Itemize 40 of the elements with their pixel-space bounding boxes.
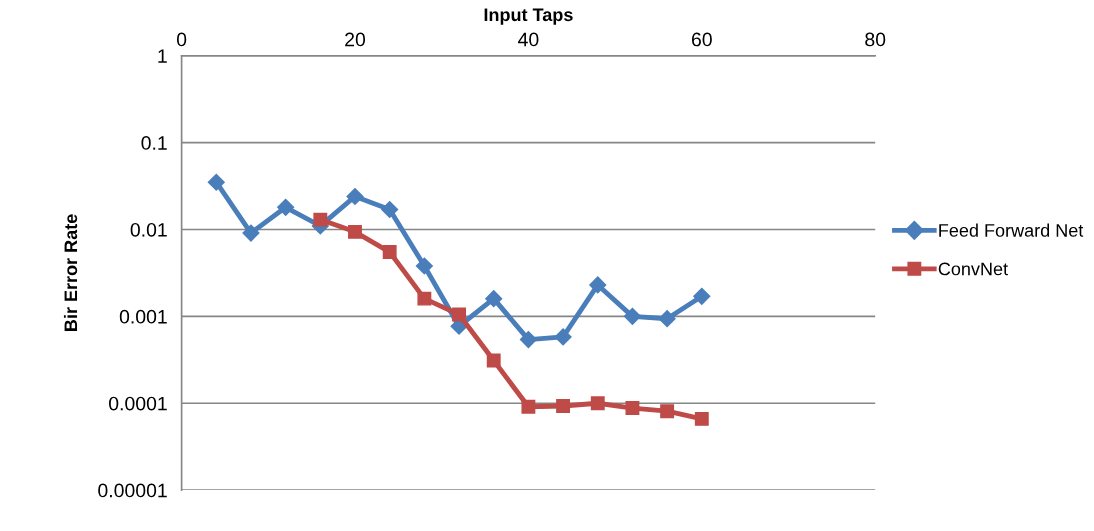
point xyxy=(382,245,397,259)
point xyxy=(207,173,225,191)
point xyxy=(589,276,607,294)
x-tick-label: 40 xyxy=(518,32,539,47)
x-tick-label: 60 xyxy=(691,32,712,47)
point xyxy=(348,224,362,239)
y-tick-label: 0.1 xyxy=(141,136,167,150)
point xyxy=(452,307,466,322)
point xyxy=(660,404,675,419)
point xyxy=(519,331,537,349)
point xyxy=(521,399,536,414)
point xyxy=(313,212,328,227)
point xyxy=(415,257,433,275)
point xyxy=(658,310,676,328)
y-tick-label: 0.001 xyxy=(119,309,167,324)
point xyxy=(694,411,709,426)
point xyxy=(417,291,432,306)
point xyxy=(277,198,295,216)
y-tick-label: 0.01 xyxy=(130,222,167,237)
point xyxy=(381,200,399,219)
point xyxy=(623,307,641,325)
point xyxy=(693,287,711,305)
y-tick-label: 0.0001 xyxy=(109,396,167,411)
point xyxy=(625,401,640,416)
y-axis-title: Bir Error Rate xyxy=(63,214,78,331)
x-tick-label: 20 xyxy=(345,32,366,47)
x-tick-label: 80 xyxy=(865,32,886,47)
y-tick-label: 0.00001 xyxy=(98,483,167,498)
point xyxy=(590,396,605,411)
point xyxy=(346,187,364,206)
x-tick-label: 0 xyxy=(176,32,187,47)
legend-label: Feed Forward Net xyxy=(939,223,1084,237)
point xyxy=(485,290,503,308)
y-tick-label: 1 xyxy=(158,49,167,63)
x-axis-title: Input Taps xyxy=(484,8,573,25)
point xyxy=(242,224,260,242)
point xyxy=(486,353,501,368)
point xyxy=(554,328,572,346)
legend-label: ConvNet xyxy=(938,262,1008,276)
point xyxy=(556,399,571,413)
